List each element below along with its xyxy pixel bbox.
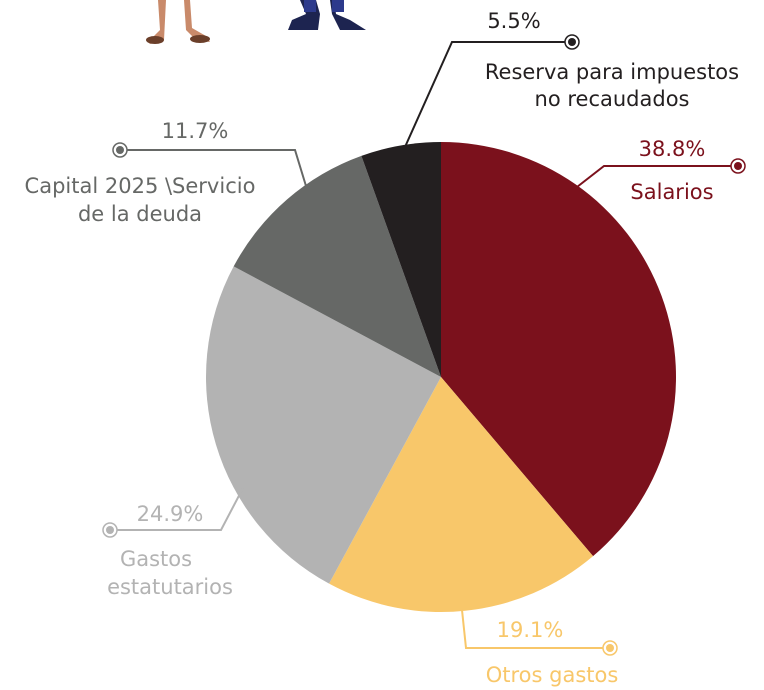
slice-label: Reserva para impuestos [485, 60, 739, 84]
callout-dot [106, 526, 114, 534]
pie-slice [206, 266, 441, 584]
pie-slice [233, 155, 441, 377]
value-label: 24.9% [137, 502, 204, 526]
slice-label: Otros gastos [486, 663, 619, 687]
callout-dot [734, 162, 742, 170]
pie-slice [329, 377, 594, 612]
callout-dot [568, 38, 576, 46]
slice-label: de la deuda [78, 202, 202, 226]
value-label: 11.7% [162, 119, 229, 143]
value-label: 19.1% [497, 618, 564, 642]
pie-slice [361, 142, 441, 377]
slice-label: Capital 2025 \Servicio [25, 174, 256, 198]
callout-dot [606, 644, 614, 652]
callout-dot [116, 146, 124, 154]
illustration [146, 0, 366, 44]
callout-line [120, 149, 307, 187]
pie-slice [441, 142, 676, 557]
value-label: 38.8% [639, 137, 706, 161]
slice-label: estatutarios [107, 575, 233, 599]
callout-line [461, 609, 610, 649]
callout-line [404, 41, 572, 148]
callout-line [110, 487, 244, 531]
callout-line [576, 165, 738, 188]
slice-label: Gastos [120, 547, 192, 571]
slice-label: no recaudados [535, 87, 690, 111]
value-label: 5.5% [487, 9, 540, 33]
slice-label: Salarios [630, 180, 713, 204]
